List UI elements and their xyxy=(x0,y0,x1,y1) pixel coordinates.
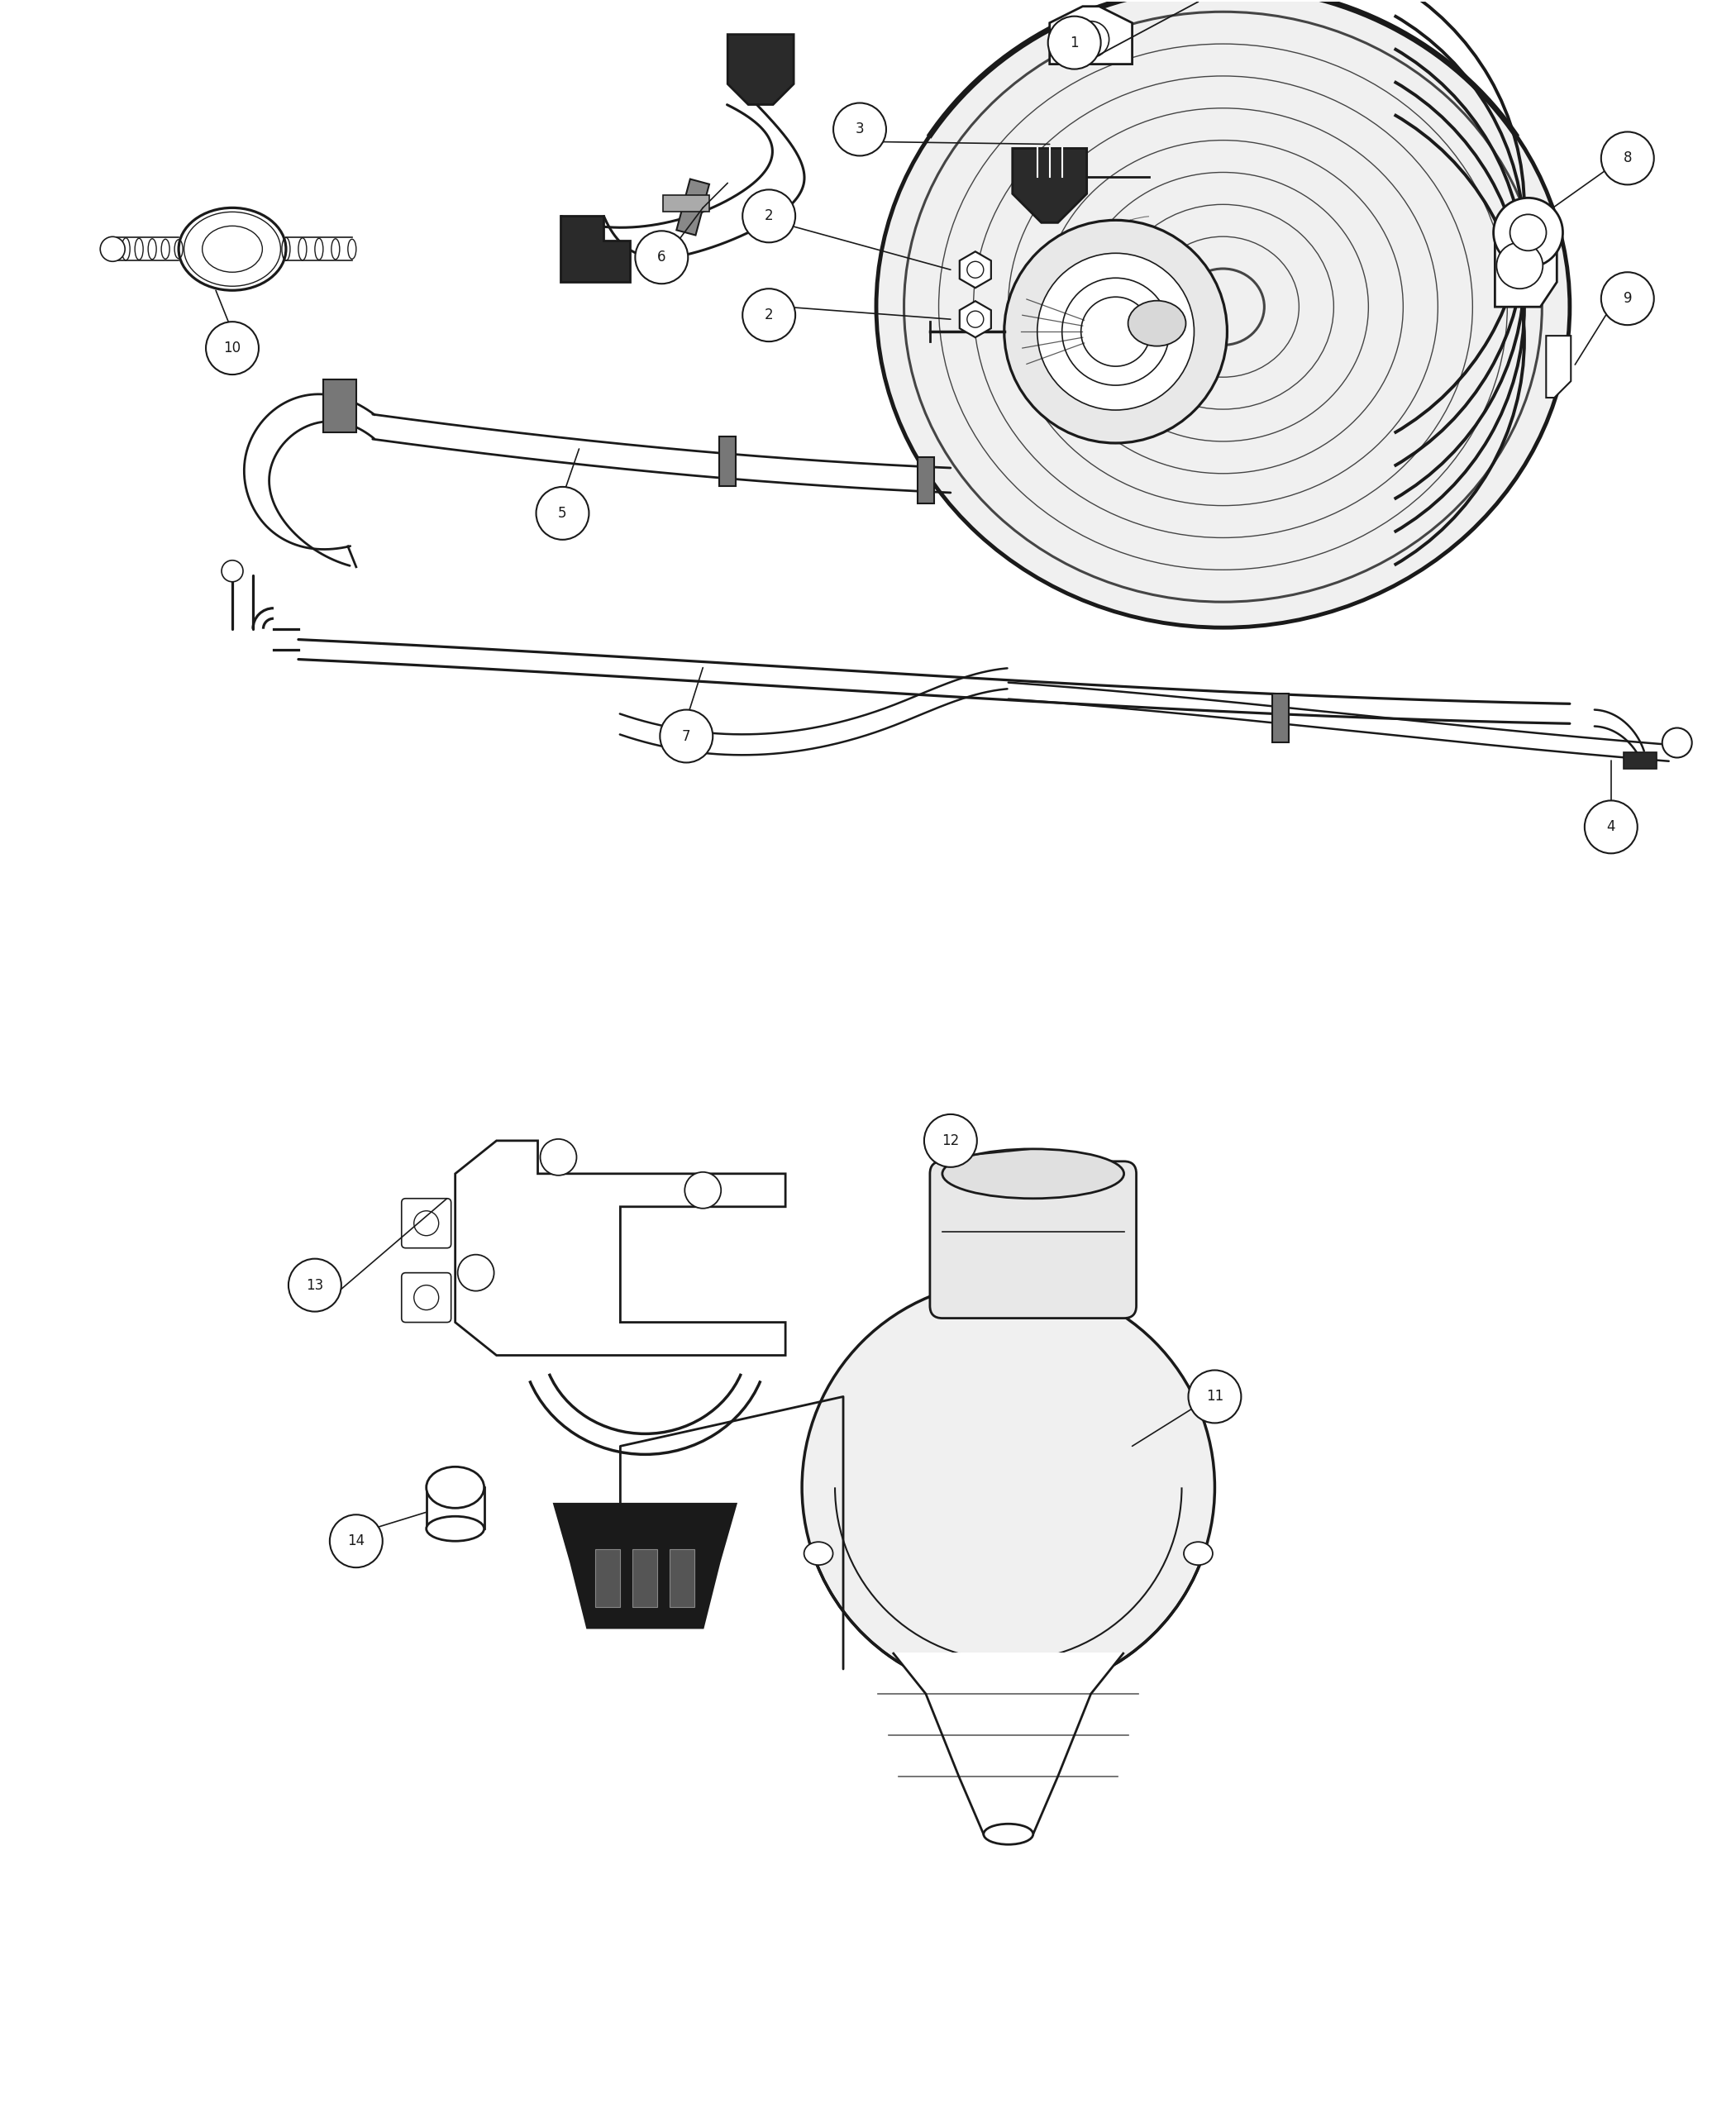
Circle shape xyxy=(660,710,713,763)
Circle shape xyxy=(288,1258,342,1311)
Polygon shape xyxy=(892,1653,1123,1834)
Bar xyxy=(670,1549,694,1606)
Circle shape xyxy=(536,487,589,540)
Circle shape xyxy=(413,1286,439,1309)
Ellipse shape xyxy=(427,1516,484,1541)
FancyBboxPatch shape xyxy=(401,1273,451,1322)
FancyBboxPatch shape xyxy=(930,1162,1137,1318)
Text: 12: 12 xyxy=(941,1134,960,1149)
Text: 6: 6 xyxy=(658,251,667,266)
Text: 8: 8 xyxy=(1623,152,1632,167)
Text: 5: 5 xyxy=(559,506,568,521)
Text: 2: 2 xyxy=(764,308,773,323)
Circle shape xyxy=(743,289,795,341)
Polygon shape xyxy=(1495,223,1557,308)
Ellipse shape xyxy=(984,1823,1033,1844)
Text: 2: 2 xyxy=(764,209,773,223)
Circle shape xyxy=(1073,21,1109,57)
Ellipse shape xyxy=(943,1149,1123,1199)
Circle shape xyxy=(1661,727,1693,757)
Ellipse shape xyxy=(1128,301,1186,346)
Circle shape xyxy=(833,103,885,156)
Polygon shape xyxy=(960,301,991,337)
Bar xyxy=(918,457,934,504)
Text: 1: 1 xyxy=(1069,36,1078,51)
Circle shape xyxy=(1585,801,1637,854)
Circle shape xyxy=(1493,198,1562,268)
Polygon shape xyxy=(1547,335,1571,398)
Ellipse shape xyxy=(427,1467,484,1507)
Text: 7: 7 xyxy=(682,729,691,744)
Circle shape xyxy=(101,236,125,261)
Polygon shape xyxy=(1050,6,1132,63)
Text: 3: 3 xyxy=(856,122,865,137)
Polygon shape xyxy=(960,251,991,289)
Bar xyxy=(1272,694,1290,742)
Circle shape xyxy=(1036,253,1194,411)
Circle shape xyxy=(684,1172,720,1208)
Circle shape xyxy=(967,261,984,278)
Ellipse shape xyxy=(1184,1541,1213,1564)
Text: 14: 14 xyxy=(347,1535,365,1549)
Circle shape xyxy=(1510,215,1547,251)
Text: 10: 10 xyxy=(224,341,241,356)
Circle shape xyxy=(967,312,984,327)
Circle shape xyxy=(635,232,687,285)
Circle shape xyxy=(1049,17,1101,70)
Text: 4: 4 xyxy=(1608,820,1616,835)
Bar xyxy=(323,379,356,432)
Polygon shape xyxy=(1012,148,1087,223)
Bar xyxy=(677,179,710,236)
Bar xyxy=(663,196,710,213)
Circle shape xyxy=(743,190,795,242)
Circle shape xyxy=(458,1254,495,1290)
Polygon shape xyxy=(554,1503,736,1627)
Circle shape xyxy=(540,1138,576,1176)
Bar xyxy=(427,1488,484,1528)
Circle shape xyxy=(207,323,259,375)
Ellipse shape xyxy=(877,0,1569,628)
FancyBboxPatch shape xyxy=(401,1199,451,1248)
Circle shape xyxy=(330,1516,382,1568)
Bar xyxy=(719,436,736,487)
Circle shape xyxy=(1062,278,1170,386)
Text: 13: 13 xyxy=(306,1277,323,1292)
Circle shape xyxy=(413,1210,439,1235)
Circle shape xyxy=(924,1115,977,1168)
Bar xyxy=(595,1549,620,1606)
Polygon shape xyxy=(727,34,793,105)
Polygon shape xyxy=(561,215,630,282)
Circle shape xyxy=(1601,272,1654,325)
Text: 11: 11 xyxy=(1207,1389,1224,1404)
Polygon shape xyxy=(455,1140,785,1355)
Circle shape xyxy=(1496,242,1543,289)
Circle shape xyxy=(1189,1370,1241,1423)
Circle shape xyxy=(1082,297,1151,367)
Polygon shape xyxy=(1623,753,1656,769)
Ellipse shape xyxy=(804,1541,833,1564)
Text: 9: 9 xyxy=(1623,291,1632,306)
Circle shape xyxy=(222,561,243,582)
Bar xyxy=(632,1549,658,1606)
Circle shape xyxy=(1601,133,1654,186)
Ellipse shape xyxy=(179,209,286,291)
Circle shape xyxy=(802,1282,1215,1695)
Circle shape xyxy=(1003,219,1227,443)
